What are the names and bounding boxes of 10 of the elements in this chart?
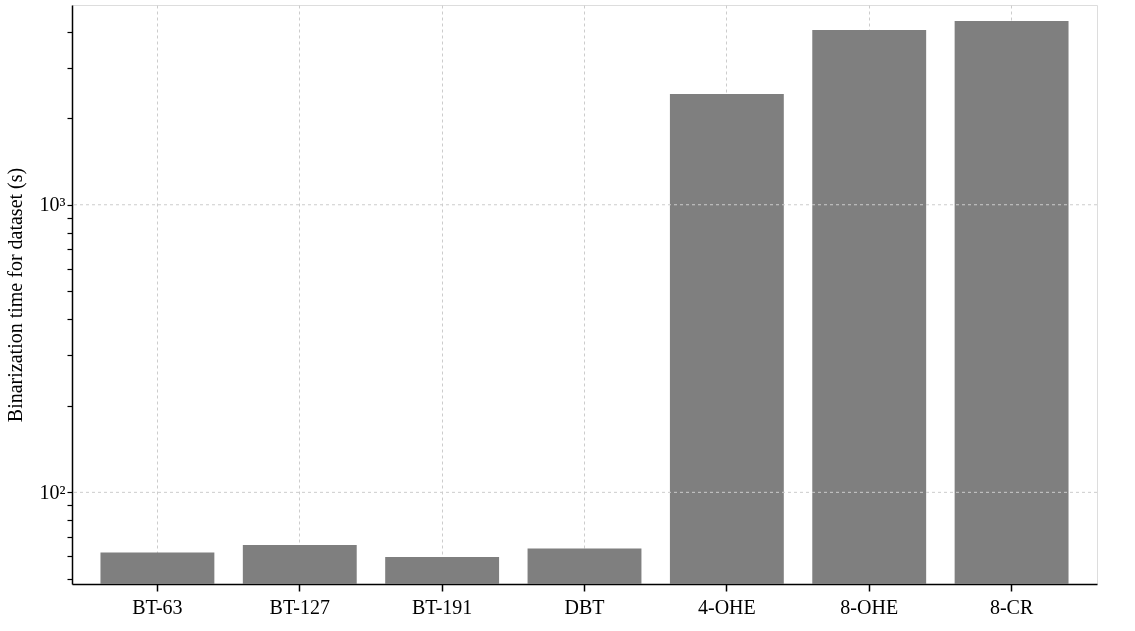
y-tick-label: 10² <box>39 480 66 503</box>
x-tick-label: DBT <box>564 595 605 618</box>
x-tick-label: 8-CR <box>989 595 1034 618</box>
x-tick-label: BT-127 <box>269 595 330 618</box>
y-tick-label: 10³ <box>39 193 66 216</box>
x-tick-label: 4-OHE <box>697 595 756 618</box>
x-tick-label: 8-OHE <box>840 595 899 618</box>
x-tick-label: BT-63 <box>132 595 183 618</box>
y-axis-title: Binarization time for dataset (s) <box>3 167 27 423</box>
x-tick-label: BT-191 <box>411 595 473 618</box>
